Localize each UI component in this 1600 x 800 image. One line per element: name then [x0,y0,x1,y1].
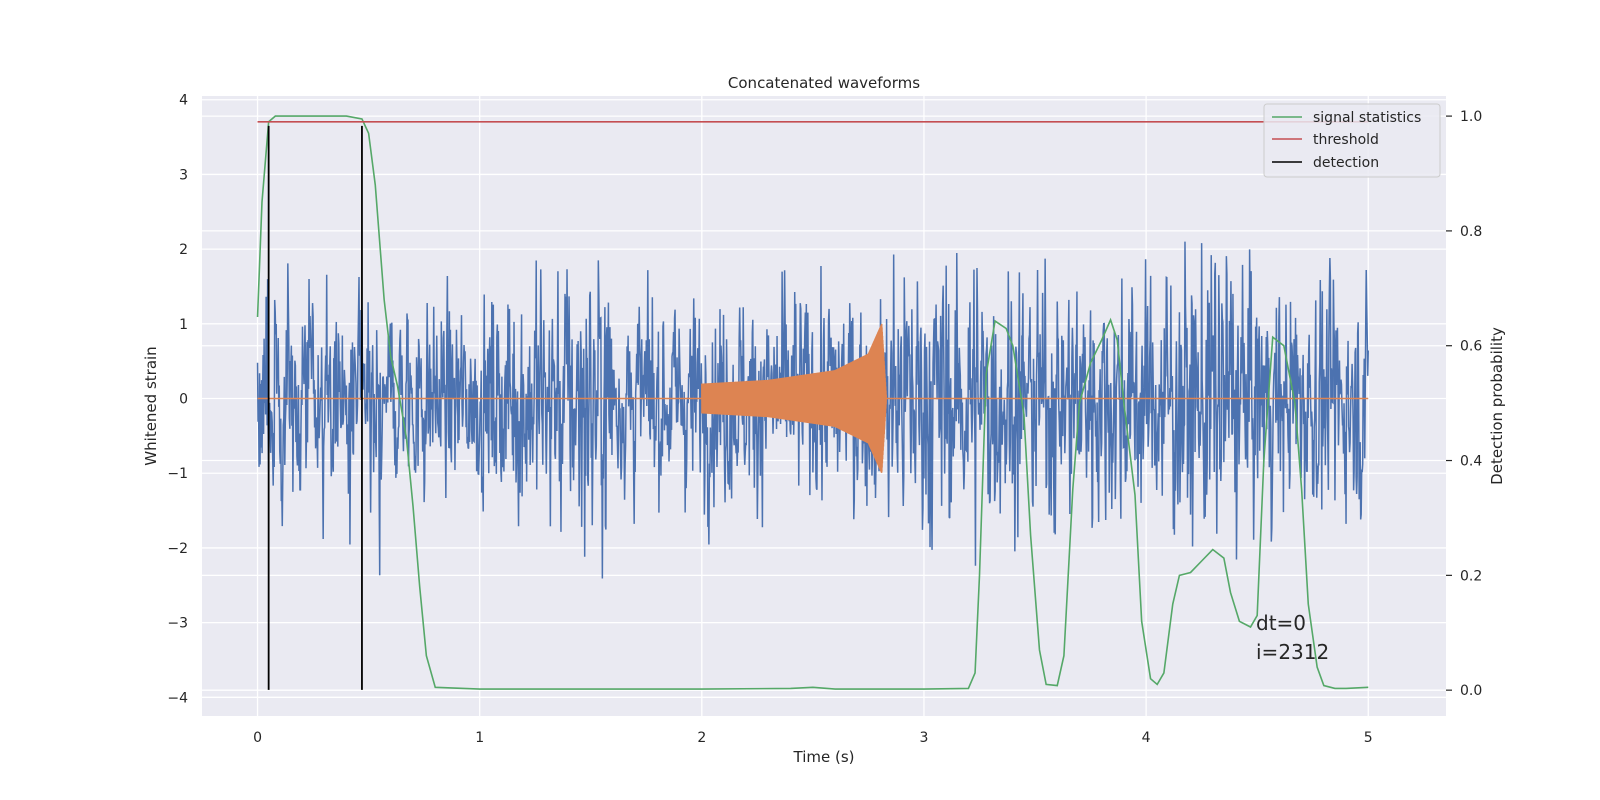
y-tick-label: 3 [179,167,188,183]
y2-tick-label: 1.0 [1460,109,1482,125]
x-tick-label: 5 [1364,730,1373,746]
y-tick-label: 2 [179,242,188,258]
whitened-strain-series [256,241,1369,579]
y-tick-label: 1 [179,317,188,333]
x-tick-label: 1 [475,730,484,746]
legend-box [1263,103,1441,178]
y2-tick-label: 0.2 [1460,568,1482,584]
y2-axis-label: Detection probability [1488,327,1506,485]
annotation-dt: dt=0 [1256,611,1306,635]
annotation-index: i=2312 [1256,640,1329,664]
legend-label-detection: detection [1313,155,1379,171]
y-tick-label: −3 [167,616,188,632]
injected-waveform-series [257,323,1369,473]
chart-title: Concatenated waveforms [728,74,920,92]
x-tick-label: 0 [253,730,262,746]
y-tick-label: 4 [179,93,188,109]
y2-tick-label: 0.0 [1460,683,1482,699]
signal-statistics-series [256,115,1369,690]
y-axis-label: Whitened strain [142,346,160,465]
y2-tick-label: 0.4 [1460,454,1482,470]
y2-tick-label: 0.6 [1460,339,1482,355]
x-tick-label: 2 [697,730,706,746]
legend-label-threshold: threshold [1313,132,1379,148]
x-axis-label: Time (s) [793,748,855,766]
y-tick-label: −2 [167,541,188,557]
x-tick-label: 3 [920,730,929,746]
legend-label-signal-statistics: signal statistics [1313,110,1421,126]
x-tick-label: 4 [1142,730,1151,746]
y-tick-label: 0 [179,392,188,408]
legend: signal statistics threshold detection [1263,103,1441,178]
detection-series [267,125,363,690]
y-tick-label: −1 [167,466,188,482]
y2-tick-label: 0.8 [1460,224,1482,240]
axis-ticks: 0 1 2 3 4 5 −4 −3 −2 −1 0 1 2 3 4 0.0 0.2 0.4 0.6 0.8 1.0 [167,93,1482,746]
y-tick-label: −4 [167,690,188,706]
